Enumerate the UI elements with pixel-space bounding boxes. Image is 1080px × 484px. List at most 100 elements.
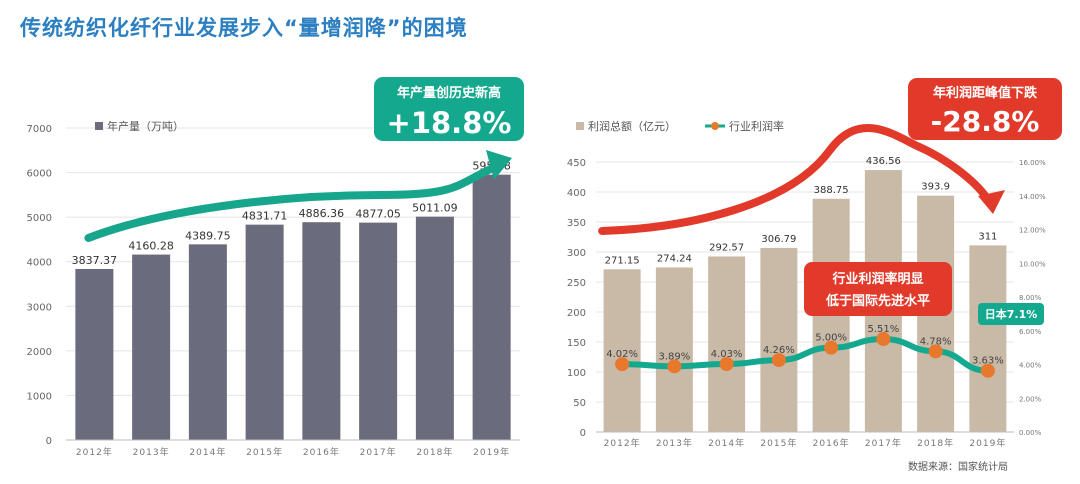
bar	[188, 244, 227, 440]
bar-data-label: 311	[978, 231, 997, 242]
y-tick-label-left: 400	[567, 188, 586, 199]
y-tick-label-left: 300	[567, 248, 586, 259]
callout-top-box	[908, 78, 1062, 140]
x-tick-label: 2018年	[917, 437, 954, 449]
x-tick-label: 2012年	[76, 446, 113, 458]
callout-mid-line2: 低于国际先进水平	[825, 293, 930, 309]
y-tick-label-left: 0	[580, 428, 586, 439]
profit-rate-point	[719, 356, 734, 371]
y-tick-label-left: 250	[567, 278, 586, 289]
legend-swatch-bars	[576, 122, 584, 130]
legend-swatch-marker	[711, 122, 719, 130]
profit-rate-label: 5.00%	[815, 333, 847, 344]
x-tick-label: 2019年	[473, 446, 510, 458]
y-tick-label: 6000	[27, 169, 52, 180]
trend-arrow-head	[486, 150, 512, 180]
legend-label-bars: 利润总额（亿元）	[588, 119, 676, 133]
bar	[132, 254, 171, 440]
y-tick-label-right: 14.00%	[1019, 193, 1046, 201]
x-tick-label: 2013年	[656, 437, 693, 449]
y-tick-label: 1000	[27, 391, 52, 402]
y-tick-label-right: 16.00%	[1019, 159, 1046, 167]
y-tick-label-right: 4.00%	[1019, 362, 1042, 370]
y-tick-label-left: 50	[573, 398, 586, 409]
y-tick-label-left: 350	[567, 218, 586, 229]
trend-arrow-line	[598, 124, 993, 235]
profit-rate-point	[980, 363, 995, 378]
y-tick-label: 7000	[27, 124, 52, 135]
profit-rate-point	[615, 357, 630, 372]
bar	[969, 245, 1007, 432]
y-tick-label: 2000	[27, 347, 52, 358]
y-tick-label: 0	[46, 436, 52, 447]
y-tick-label-right: 6.00%	[1019, 328, 1042, 336]
data-label: 4831.71	[242, 210, 288, 223]
bar-data-label: 274.24	[657, 253, 692, 264]
x-tick-label: 2019年	[969, 437, 1006, 449]
bar-data-label: 393.9	[921, 182, 950, 193]
bar	[302, 222, 341, 440]
profit-rate-point	[928, 344, 943, 359]
y-tick-label-left: 450	[567, 158, 586, 169]
x-tick-label: 2015年	[760, 437, 797, 449]
profit-rate-label: 3.63%	[972, 356, 1004, 367]
x-tick-label: 2014年	[189, 446, 226, 458]
trend-arrow-line	[84, 162, 501, 242]
bar	[245, 224, 284, 440]
data-label: 4877.05	[355, 208, 401, 221]
profit-rate-label: 5.51%	[867, 324, 899, 335]
trend-arrow-head	[978, 190, 1005, 214]
y-tick-label-right: 10.00%	[1019, 260, 1046, 268]
bar-data-label: 271.15	[605, 255, 640, 266]
y-tick-label-left: 200	[567, 308, 586, 319]
page-title: 传统纺织化纤行业发展步入“量增润降”的困境	[20, 16, 468, 40]
profit-rate-label: 3.89%	[658, 351, 690, 362]
callout-japan-box	[978, 303, 1044, 325]
production-chart: 0 1000 2000 3000 4000 5000 6000 7000 3837.37 2012…	[27, 77, 524, 458]
x-tick-label: 2015年	[246, 446, 283, 458]
bar-data-label: 388.75	[814, 185, 849, 196]
bar-data-label: 436.56	[866, 156, 901, 167]
bar	[603, 269, 641, 432]
profit-rate-point	[667, 359, 682, 374]
y-tick-label-right: 0.00%	[1019, 429, 1042, 437]
x-tick-label: 2012年	[604, 437, 641, 449]
callout-box	[374, 77, 524, 141]
y-tick-label: 3000	[27, 302, 52, 313]
callout-japan-text: 日本7.1%	[985, 307, 1038, 321]
x-tick-label: 2014年	[708, 437, 745, 449]
bar	[655, 267, 693, 432]
data-label: 4160.28	[128, 240, 174, 253]
bar	[760, 247, 798, 432]
legend-swatch	[95, 122, 103, 130]
profit-rate-label: 4.26%	[763, 345, 795, 356]
bar-data-label: 306.79	[761, 234, 796, 245]
x-tick-label: 2016年	[813, 437, 850, 449]
y-tick-label-left: 100	[567, 368, 586, 379]
source-note: 数据来源：国家统计局	[908, 462, 1008, 473]
bar	[359, 222, 398, 440]
profit-rate-point	[771, 353, 786, 368]
bar	[75, 268, 114, 440]
callout-value: +18.8%	[387, 106, 512, 140]
profit-chart: 0 50 100 150 200 250 300 350 400 450 0.00% 2.00% 4.0…	[567, 78, 1062, 449]
data-label: 5011.09	[412, 202, 458, 215]
callout-mid-box	[804, 262, 952, 316]
x-tick-label: 2018年	[416, 446, 453, 458]
y-tick-label-right: 2.00%	[1019, 395, 1042, 403]
profit-rate-label: 4.03%	[711, 349, 743, 360]
bar	[415, 216, 454, 440]
x-tick-label: 2013年	[133, 446, 170, 458]
x-tick-label: 2016年	[303, 446, 340, 458]
profit-rate-point	[824, 340, 839, 355]
y-tick-label-right: 8.00%	[1019, 294, 1042, 302]
data-label: 4886.36	[299, 207, 345, 220]
callout-mid-line1: 行业利润率明显	[831, 271, 923, 287]
callout-top-value: -28.8%	[931, 105, 1040, 138]
x-tick-label: 2017年	[360, 446, 397, 458]
y-tick-label-right: 12.00%	[1019, 227, 1046, 235]
bar-data-label: 292.57	[709, 242, 744, 253]
y-tick-label: 4000	[27, 258, 52, 269]
x-tick-label: 2017年	[865, 437, 902, 449]
y-tick-label: 5000	[27, 213, 52, 224]
